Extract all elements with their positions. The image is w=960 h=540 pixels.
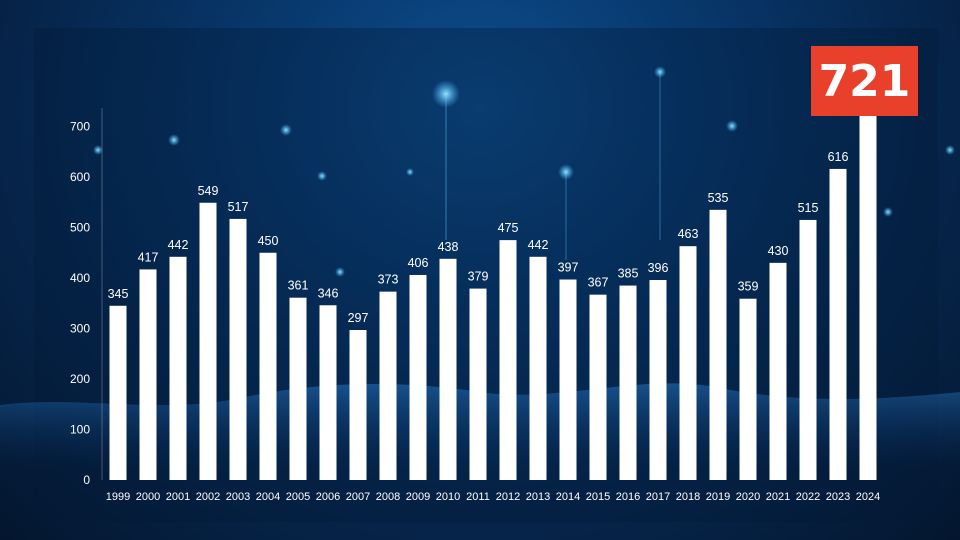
- bar-2015: [589, 294, 607, 480]
- bar-2011: [469, 288, 487, 480]
- bar-2019: [709, 209, 727, 480]
- bar-2013: [529, 256, 547, 480]
- bar-2008: [379, 291, 397, 480]
- value-label: 442: [168, 238, 189, 252]
- value-label: 385: [618, 267, 639, 281]
- bar-2021: [769, 262, 787, 480]
- x-tick-label: 2012: [496, 491, 520, 503]
- y-axis-ticks: 0 100 200 300 400 500 600 700: [70, 120, 90, 488]
- value-label: 297: [348, 311, 369, 325]
- x-tick-label: 2024: [856, 491, 880, 503]
- y-tick-label: 200: [70, 372, 90, 386]
- value-label: 463: [678, 227, 699, 241]
- x-tick-label: 2004: [256, 491, 280, 503]
- y-tick-label: 0: [83, 473, 90, 487]
- x-tick-label: 2020: [736, 491, 760, 503]
- bar-2017: [649, 280, 667, 480]
- bar-2004: [259, 252, 277, 480]
- x-tick-label: 2011: [466, 491, 490, 503]
- value-label: 397: [558, 261, 579, 275]
- y-tick-label: 400: [70, 271, 90, 285]
- y-tick-label: 700: [70, 120, 90, 134]
- x-tick-label: 2009: [406, 491, 430, 503]
- value-label: 450: [258, 234, 279, 248]
- value-label: 430: [768, 244, 789, 258]
- value-label: 535: [708, 191, 729, 205]
- bar-2010: [439, 258, 457, 480]
- x-tick-label: 2008: [376, 491, 400, 503]
- y-tick-label: 600: [70, 170, 90, 184]
- bar-2002: [199, 202, 217, 480]
- value-label: 373: [378, 273, 399, 287]
- x-tick-label: 2013: [526, 491, 550, 503]
- bar-2009: [409, 274, 427, 480]
- value-label: 417: [138, 250, 159, 264]
- value-labels: 345 417 442 549 517 450 361 346 297 373 406 438 379 4…: [108, 150, 849, 325]
- value-label: 359: [738, 280, 759, 294]
- value-label: 396: [648, 261, 669, 275]
- bar-2018: [679, 246, 697, 480]
- value-label: 361: [288, 279, 309, 293]
- value-label: 549: [198, 184, 219, 198]
- bar-2001: [169, 256, 187, 480]
- x-tick-label: 2010: [436, 491, 460, 503]
- value-label: 442: [528, 238, 549, 252]
- value-label: 517: [228, 200, 249, 214]
- bar-2003: [229, 218, 247, 481]
- x-tick-label: 2001: [166, 491, 190, 503]
- bar-2007: [349, 330, 367, 480]
- bar-2024: [859, 116, 877, 480]
- x-tick-label: 2006: [316, 491, 340, 503]
- x-tick-label: 2021: [766, 491, 790, 503]
- x-tick-label: 2019: [706, 491, 730, 503]
- bar-2014: [559, 279, 577, 480]
- value-label: 367: [588, 276, 609, 290]
- x-tick-label: 2023: [826, 491, 850, 503]
- value-label: 515: [798, 201, 819, 215]
- x-tick-label: 2000: [136, 491, 160, 503]
- x-tick-label: 2003: [226, 491, 250, 503]
- value-label: 379: [468, 270, 489, 284]
- value-label: 346: [318, 286, 339, 300]
- bar-2012: [499, 240, 517, 480]
- x-tick-label: 2015: [586, 491, 610, 503]
- bar-2000: [139, 269, 157, 480]
- x-tick-label: 1999: [106, 491, 130, 503]
- bar-2023: [829, 168, 847, 481]
- x-tick-label: 2007: [346, 491, 370, 503]
- bar-2006: [319, 305, 337, 480]
- x-tick-label: 2014: [556, 491, 580, 503]
- bar-1999: [109, 305, 127, 480]
- y-tick-label: 300: [70, 322, 90, 336]
- value-label: 438: [438, 240, 459, 254]
- bar-2020: [739, 298, 757, 480]
- highlight-callout: 721: [811, 46, 918, 116]
- value-label: 406: [408, 256, 429, 270]
- bar-2005: [289, 297, 307, 480]
- bars: [109, 116, 877, 481]
- x-tick-label: 2017: [646, 491, 670, 503]
- y-tick-label: 100: [70, 423, 90, 437]
- x-tick-label: 2005: [286, 491, 310, 503]
- value-label: 345: [108, 287, 129, 301]
- y-tick-label: 500: [70, 221, 90, 235]
- bar-2022: [799, 219, 817, 481]
- x-tick-label: 2002: [196, 491, 220, 503]
- value-label: 616: [828, 150, 849, 164]
- bar-2016: [619, 285, 637, 480]
- x-axis-ticks: 1999 2000 2001 2002 2003 2004 2005 2006 2007 2008…: [106, 491, 880, 503]
- value-label: 475: [498, 221, 519, 235]
- x-tick-label: 2022: [796, 491, 820, 503]
- x-tick-label: 2018: [676, 491, 700, 503]
- x-tick-label: 2016: [616, 491, 640, 503]
